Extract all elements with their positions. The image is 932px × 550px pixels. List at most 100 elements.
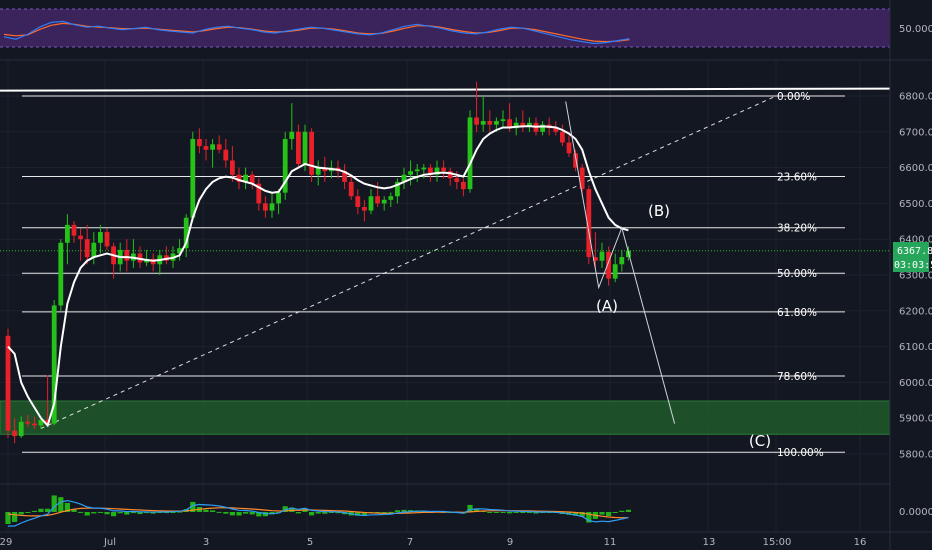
price-tag-countdown: 03:03:52 bbox=[894, 260, 932, 271]
wave-label: (B) bbox=[648, 202, 670, 220]
fib-level-label: 0.00% bbox=[777, 91, 810, 103]
macd-bar bbox=[58, 497, 64, 512]
candle-body bbox=[25, 421, 31, 424]
fibonacci-retracement[interactable]: 0.00% 23.60% 38.20% 50.00% 61.80% 78.60% 100.0… bbox=[22, 91, 845, 459]
macd-bar bbox=[64, 502, 70, 512]
macd-axis-label: 0.0000 bbox=[899, 507, 932, 518]
candle-body bbox=[91, 242, 97, 258]
rsi-line bbox=[3, 20, 630, 45]
macd-bar bbox=[117, 512, 123, 514]
price-tag-value: 6367.8 bbox=[897, 246, 932, 257]
candle-body bbox=[177, 248, 182, 254]
rsi-panel[interactable]: 50.0000 bbox=[0, 8, 932, 48]
price-tick-label: 6800.0 bbox=[899, 92, 932, 103]
macd-bar bbox=[309, 512, 315, 516]
candle-body bbox=[421, 167, 427, 170]
macd-bar bbox=[170, 512, 176, 513]
macd-bar bbox=[84, 512, 90, 516]
macd-panel[interactable]: 0.0000 bbox=[5, 495, 932, 527]
macd-bar bbox=[625, 509, 631, 512]
candle-body bbox=[276, 192, 281, 204]
macd-bar bbox=[315, 512, 321, 514]
candle-body bbox=[309, 131, 314, 175]
price-tick-label: 6600.0 bbox=[899, 163, 932, 174]
candle-body bbox=[230, 160, 235, 175]
macd-bar bbox=[25, 512, 31, 513]
macd-bar bbox=[295, 512, 301, 514]
macd-bar bbox=[216, 511, 222, 513]
candle-body bbox=[197, 138, 202, 147]
macd-bar bbox=[249, 512, 255, 515]
price-panel[interactable]: 0.00% 23.60% 38.20% 50.00% 61.80% 78.60% 100.0… bbox=[0, 81, 891, 460]
candle-body bbox=[441, 167, 446, 172]
candle-body bbox=[566, 142, 572, 154]
rsi-axis-label: 50.0000 bbox=[899, 24, 932, 35]
macd-bar bbox=[474, 509, 480, 512]
candle-body bbox=[302, 131, 308, 165]
candle-body bbox=[573, 153, 578, 168]
fib-level-label: 78.60% bbox=[777, 371, 817, 383]
candle-body bbox=[520, 122, 526, 127]
time-tick-label: Jul bbox=[103, 537, 116, 548]
macd-bar bbox=[177, 511, 183, 513]
candle-body bbox=[599, 251, 605, 261]
macd-bar bbox=[335, 512, 341, 514]
candle-body bbox=[269, 203, 275, 211]
candle-body bbox=[223, 149, 229, 161]
macd-bar bbox=[243, 512, 249, 514]
macd-bar bbox=[282, 506, 288, 512]
candle-body bbox=[408, 171, 413, 175]
candle-body bbox=[236, 174, 242, 182]
candle-body bbox=[342, 171, 347, 182]
candle-body bbox=[494, 121, 499, 125]
time-axis[interactable]: 29 Jul 3 5 7 9 11 13 15:00 16 bbox=[0, 537, 866, 548]
macd-bar bbox=[500, 512, 506, 513]
candle-body bbox=[78, 235, 83, 240]
candle-body bbox=[606, 251, 611, 279]
candle-body bbox=[243, 174, 248, 182]
candle-body bbox=[368, 196, 374, 211]
time-tick-label: 16 bbox=[854, 537, 867, 548]
macd-bar bbox=[5, 512, 11, 524]
macd-bar bbox=[388, 511, 394, 513]
macd-bar bbox=[513, 512, 519, 513]
price-tick-label: 6000.0 bbox=[899, 378, 932, 389]
candle-body bbox=[322, 167, 328, 172]
candle-body bbox=[513, 122, 519, 129]
candle-body bbox=[18, 421, 24, 437]
candle-body bbox=[540, 124, 545, 132]
candle-body bbox=[428, 167, 433, 175]
macd-bar bbox=[361, 512, 367, 516]
candle-body bbox=[5, 335, 11, 431]
macd-bar bbox=[124, 512, 130, 515]
macd-bar bbox=[210, 510, 216, 512]
candle-body bbox=[560, 131, 565, 143]
macd-bar bbox=[526, 512, 532, 513]
moving-average-line bbox=[7, 125, 629, 428]
candle-body bbox=[586, 189, 592, 258]
candle-body bbox=[362, 206, 367, 211]
candle-body bbox=[32, 423, 37, 426]
time-tick-label: 7 bbox=[407, 537, 413, 548]
candle-body bbox=[355, 196, 361, 207]
macd-bar bbox=[78, 511, 84, 513]
fib-level-label: 23.60% bbox=[777, 172, 817, 184]
time-tick-label: 9 bbox=[507, 537, 513, 548]
elliott-wave-path[interactable] bbox=[565, 101, 676, 424]
macd-bar bbox=[401, 509, 407, 512]
macd-bar bbox=[493, 512, 499, 513]
candle-body bbox=[104, 232, 110, 247]
price-tick-label: 5900.0 bbox=[899, 414, 932, 425]
candle-body bbox=[500, 119, 506, 122]
wave-label: (A) bbox=[596, 297, 618, 315]
price-axis[interactable]: 6800.0 6700.0 6600.0 6500.0 6400.0 6300.0 6200… bbox=[899, 92, 932, 461]
macd-bar bbox=[111, 512, 117, 517]
candle-body bbox=[249, 174, 255, 184]
candle-body bbox=[263, 203, 268, 211]
dashed-trend-line bbox=[40, 95, 777, 430]
candle-body bbox=[461, 181, 466, 190]
macd-bar bbox=[322, 512, 328, 514]
price-tick-label: 6200.0 bbox=[899, 306, 932, 317]
macd-bar bbox=[97, 511, 103, 513]
